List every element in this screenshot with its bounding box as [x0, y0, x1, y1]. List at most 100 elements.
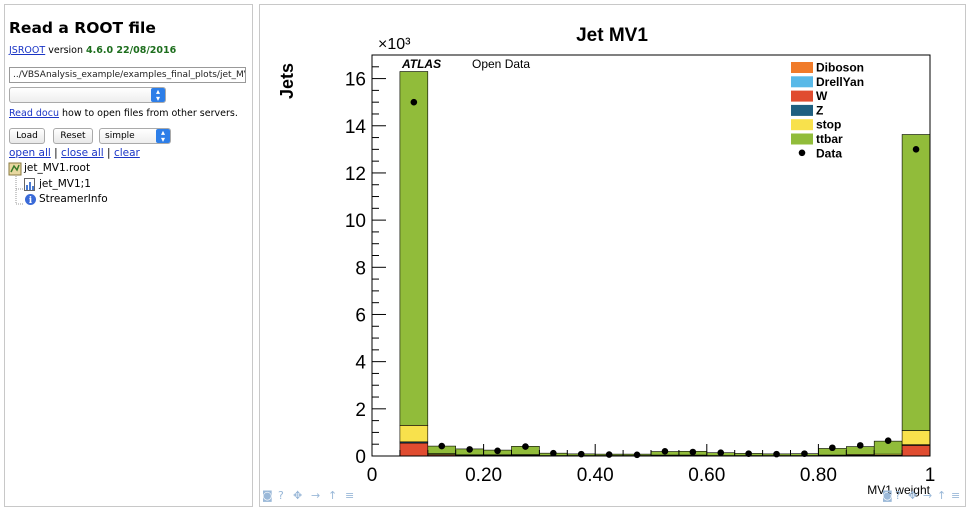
version-number: 4.6.0 22/08/2016	[86, 45, 177, 56]
y-axis-label: Jets	[277, 63, 297, 99]
bar-stop	[901, 430, 931, 445]
separator: |	[107, 147, 111, 159]
data-point	[494, 447, 501, 455]
data-point	[661, 447, 669, 455]
arrow-right-icon[interactable]: →	[923, 489, 933, 502]
chart-title: Jet MV1	[576, 25, 648, 46]
legend-label-stop: stop	[816, 118, 841, 132]
file-select-dropdown[interactable]: ▴ ▾	[9, 87, 166, 103]
bar-stop	[399, 425, 429, 443]
tree-item-file[interactable]: jet_MV1.root	[24, 162, 91, 174]
bar-w	[901, 445, 931, 457]
x-tick-label: 1	[925, 465, 936, 486]
layout-select[interactable]: simple ▴ ▾	[99, 128, 171, 144]
read-docu-link[interactable]: Read docu	[9, 108, 59, 119]
y-exponent-label: ×10³	[378, 36, 411, 53]
data-point	[717, 449, 725, 456]
data-point	[829, 444, 836, 452]
x-tick-label: 0.40	[577, 465, 614, 486]
move-icon[interactable]: ✥	[293, 489, 303, 502]
menu-icon[interactable]: ≡	[951, 489, 961, 502]
data-points	[410, 98, 920, 459]
data-point	[438, 442, 446, 450]
version-text: version	[45, 45, 87, 56]
load-button[interactable]: Load	[9, 128, 45, 144]
help-icon[interactable]: ?	[278, 489, 284, 502]
menu-icon[interactable]: ≡	[345, 489, 355, 502]
svg-text:i: i	[29, 196, 33, 206]
y-tick-label: 2	[355, 400, 366, 421]
x-tick-label: 0	[367, 465, 378, 486]
legend-swatch-stop	[791, 119, 813, 131]
camera-icon[interactable]: ◙	[882, 489, 893, 502]
y-tick-label: 14	[345, 117, 367, 138]
bar-ttbar	[901, 134, 931, 431]
data-point	[466, 446, 473, 453]
clear-link[interactable]: clear	[113, 147, 140, 159]
legend-label-drellyan: DrellYan	[816, 75, 864, 89]
help-icon[interactable]: ?	[895, 489, 901, 502]
legend-swatch-ttbar	[791, 133, 813, 145]
arrow-up-icon[interactable]: ↑	[937, 489, 947, 502]
tree-item-streamer[interactable]: StreamerInfo	[39, 193, 108, 205]
legend-label-z: Z	[816, 103, 823, 117]
legend-swatch-z	[791, 104, 813, 116]
stacked-bars	[399, 71, 931, 457]
y-tick-label: 8	[355, 258, 366, 279]
docu-line: Read docu how to open files from other s…	[9, 108, 238, 119]
legend-label-data: Data	[816, 146, 842, 160]
arrow-right-icon[interactable]: →	[311, 489, 321, 502]
data-point	[605, 451, 613, 458]
legend-swatch-drellyan	[791, 76, 813, 88]
arrow-up-icon[interactable]: ↑	[328, 489, 338, 502]
atlas-sublabel: Open Data	[472, 57, 530, 71]
close-all-link[interactable]: close all	[61, 147, 104, 159]
data-point	[856, 442, 864, 449]
legend-marker-data	[798, 149, 806, 157]
y-tick-label: 6	[355, 305, 366, 326]
y-tick-label: 16	[345, 70, 366, 91]
y-tick-label: 4	[355, 353, 366, 374]
jsroot-link[interactable]: JSROOT	[9, 45, 46, 56]
canvas-panel: Jet MV1 ×10³ Jets MV1 weight 0 2 4 6 8 10 12 14…	[259, 4, 966, 507]
legend-swatch-diboson	[791, 62, 813, 73]
y-tick-label: 10	[345, 211, 366, 232]
layout-select-value: simple	[105, 131, 135, 141]
bar-w	[399, 442, 429, 457]
data-point	[884, 437, 892, 444]
bar-ttbar	[399, 71, 429, 426]
data-point	[550, 449, 557, 457]
version-line: JSROOT version 4.6.0 22/08/2016	[9, 45, 176, 56]
move-icon[interactable]: ✥	[908, 489, 918, 502]
legend-label-w: W	[816, 89, 828, 103]
docu-text: how to open files from other servers.	[58, 108, 238, 119]
x-tick-label: 0.20	[465, 465, 502, 486]
info-icon: i	[25, 194, 36, 206]
histogram-icon	[24, 178, 35, 191]
plot-frame	[371, 54, 931, 457]
page-title: Read a ROOT file	[9, 19, 156, 37]
open-all-link[interactable]: open all	[9, 147, 51, 159]
data-point	[745, 450, 752, 457]
file-path-input[interactable]: ../VBSAnalysis_example/examples_final_pl…	[9, 67, 246, 83]
separator: |	[54, 147, 58, 159]
camera-icon[interactable]: ◙	[262, 489, 273, 502]
atlas-label: ATLAS	[401, 57, 441, 71]
legend-label-ttbar: ttbar	[816, 132, 843, 146]
tree-item-hist[interactable]: jet_MV1;1	[39, 178, 91, 190]
histogram-canvas[interactable]: Jet MV1 ×10³ Jets MV1 weight 02468101214…	[260, 5, 965, 506]
tree-lines	[15, 176, 23, 205]
legend-swatch-w	[791, 90, 813, 102]
data-point	[689, 448, 697, 456]
data-point	[410, 98, 418, 106]
root-file-icon	[8, 162, 22, 176]
chevron-updown-icon: ▴ ▾	[151, 88, 165, 103]
legend-label-diboson: Diboson	[816, 61, 864, 75]
data-point	[801, 450, 808, 457]
x-axis-label: MV1 weight	[867, 483, 930, 497]
reset-button[interactable]: Reset	[53, 128, 93, 144]
file-browser-panel: Read a ROOT file JSROOT version 4.6.0 22…	[4, 4, 253, 507]
y-tick-label: 0	[355, 447, 366, 468]
axes: 0 2 4 6 8 10 12 14 16 0 0.20 0.40 0.60 0.80 1	[345, 54, 936, 486]
